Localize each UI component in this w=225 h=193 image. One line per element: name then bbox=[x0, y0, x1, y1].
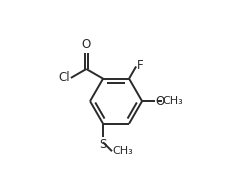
Text: CH₃: CH₃ bbox=[163, 96, 183, 106]
Text: S: S bbox=[99, 138, 107, 151]
Text: CH₃: CH₃ bbox=[113, 146, 133, 156]
Text: O: O bbox=[82, 38, 91, 52]
Text: O: O bbox=[155, 95, 165, 108]
Text: F: F bbox=[137, 59, 144, 72]
Text: Cl: Cl bbox=[58, 71, 70, 84]
